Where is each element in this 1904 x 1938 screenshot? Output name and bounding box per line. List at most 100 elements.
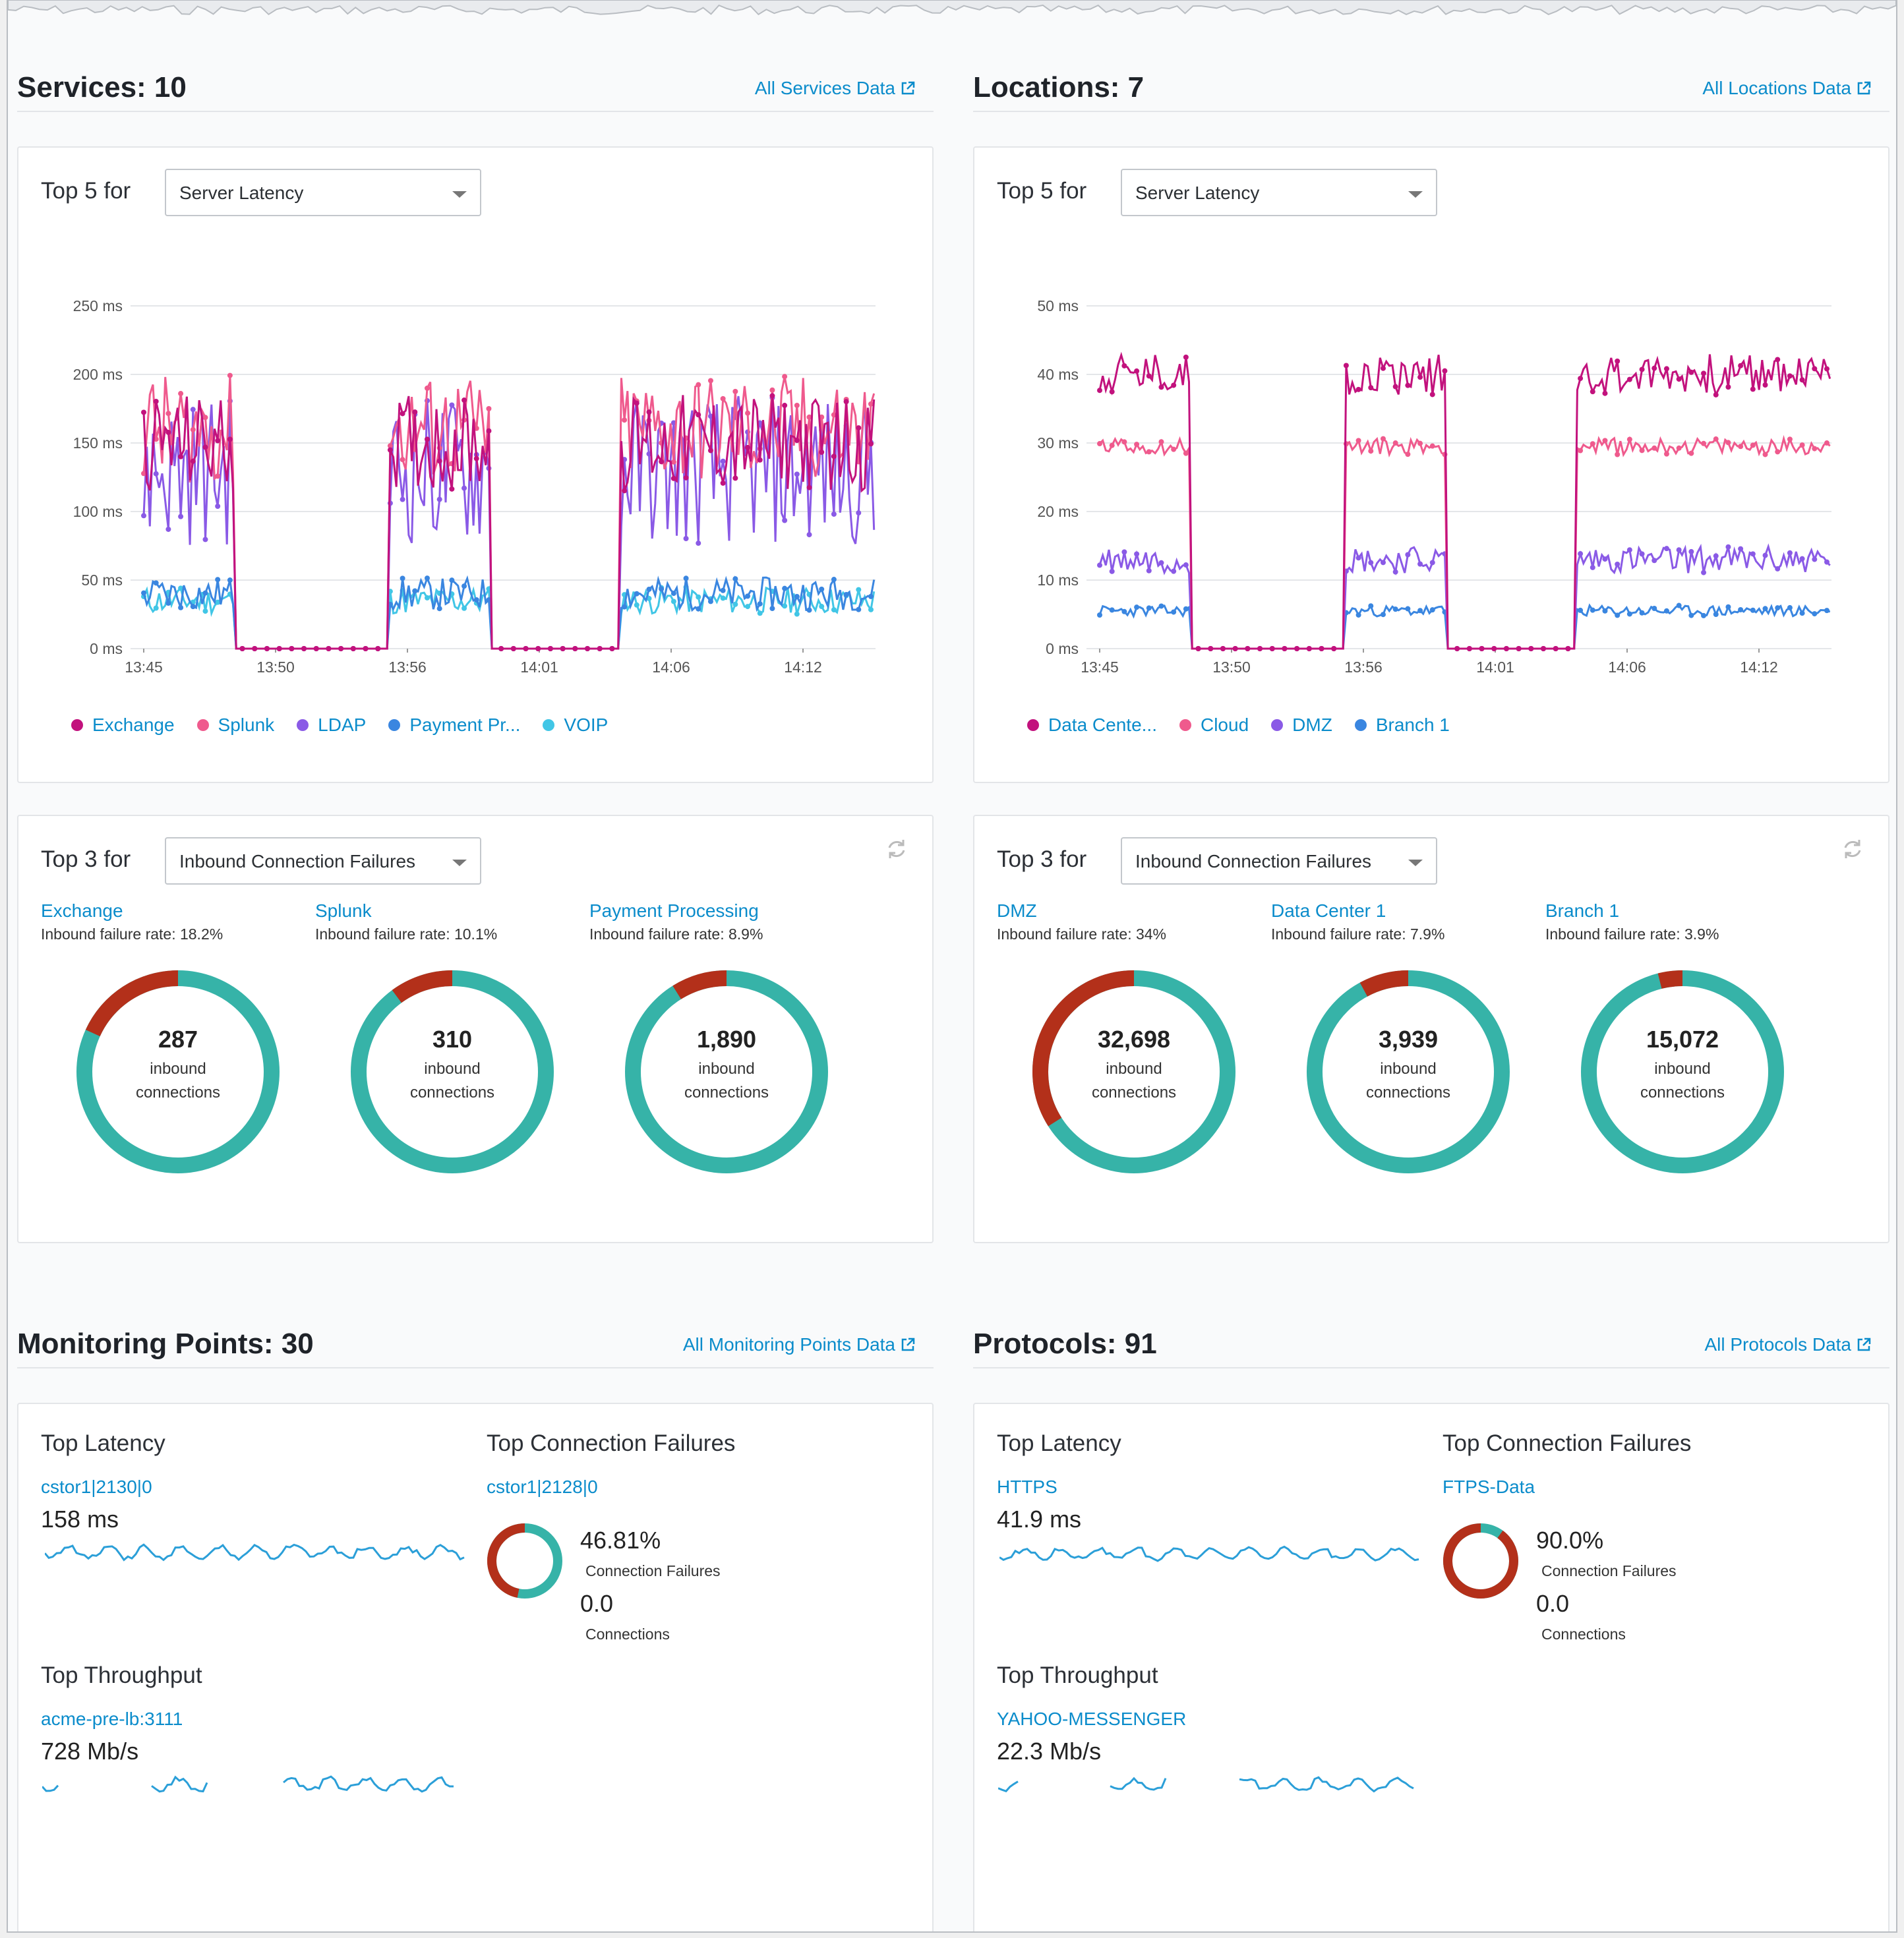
donut-label-2: connections (1640, 1084, 1725, 1101)
data-point (1121, 363, 1127, 368)
all-locations-data-link[interactable]: All Locations Data (1702, 78, 1871, 99)
data-point (1750, 442, 1756, 448)
protocols-header: Protocols: 91 All Protocols Data (973, 1322, 1889, 1368)
legend-label: LDAP (318, 715, 367, 735)
data-point (276, 646, 282, 651)
y-tick-label: 40 ms (1037, 366, 1079, 383)
data-point (1355, 612, 1361, 618)
data-point (153, 605, 159, 611)
external-link-icon (901, 81, 915, 95)
data-point (178, 391, 184, 397)
data-point (831, 511, 837, 517)
data-point (1762, 452, 1768, 457)
legend-item[interactable]: Branch 1 (1354, 715, 1450, 736)
data-point (363, 646, 369, 651)
data-point (720, 595, 726, 601)
top3-stat: Exchange Inbound failure rate: 18.2% 287… (41, 900, 305, 1204)
stat-name-link[interactable]: Exchange (41, 900, 123, 921)
refresh-icon[interactable] (1839, 836, 1866, 862)
data-point (1738, 444, 1744, 450)
data-point (1368, 448, 1374, 454)
data-point (1183, 354, 1189, 360)
legend-item[interactable]: Data Cente... (1027, 715, 1157, 736)
stat-name-link[interactable]: Payment Processing (589, 900, 759, 921)
data-point (1257, 646, 1263, 651)
data-point (227, 436, 233, 442)
data-point (1392, 440, 1398, 446)
data-point (782, 603, 788, 609)
data-point (1183, 562, 1189, 568)
data-point (1775, 357, 1781, 363)
data-point (190, 426, 196, 432)
data-point (1676, 445, 1682, 451)
legend-item[interactable]: Payment Pr... (388, 715, 520, 736)
legend-item[interactable]: Cloud (1179, 715, 1249, 736)
data-point (1578, 448, 1584, 454)
all-services-data-link[interactable]: All Services Data (755, 78, 915, 99)
data-point (1380, 612, 1386, 618)
legend-item[interactable]: Exchange (71, 715, 175, 736)
external-link-icon (901, 1337, 915, 1351)
data-point (868, 441, 874, 447)
locations-metric-select[interactable]: Server Latency (1121, 169, 1437, 216)
data-point (757, 610, 763, 616)
legend-item[interactable]: DMZ (1271, 715, 1332, 736)
monitoring-throughput-name[interactable]: acme-pre-lb:3111 (41, 1709, 183, 1729)
data-point (1701, 612, 1707, 618)
legend-item[interactable]: Splunk (196, 715, 274, 736)
locations-failures-select[interactable]: Inbound Connection Failures (1121, 837, 1437, 885)
services-latency-chart: 0 ms 50 ms 100 ms 150 ms 200 ms 250 ms 13:45 13… (73, 297, 876, 676)
stat-name-link[interactable]: DMZ (997, 900, 1037, 921)
protocols-throughput-sparkline (998, 1776, 1414, 1793)
data-point (1812, 556, 1818, 562)
data-point (1626, 436, 1632, 442)
data-point (1762, 606, 1768, 612)
monitoring-connections-value: 0.0 (580, 1590, 614, 1617)
monitoring-failures-name[interactable]: cstor1|2128|0 (487, 1477, 598, 1497)
stat-name-link[interactable]: Data Center 1 (1271, 900, 1386, 921)
data-point (634, 400, 640, 406)
stat-name-link[interactable]: Splunk (315, 900, 372, 921)
data-point (1799, 556, 1805, 562)
monitoring-latency-name[interactable]: cstor1|2130|0 (41, 1477, 152, 1497)
data-point (1615, 561, 1621, 567)
data-point (659, 586, 665, 592)
data-point (461, 583, 467, 589)
data-point (696, 594, 701, 600)
donut-label-1: inbound (1106, 1060, 1162, 1078)
legend-item[interactable]: LDAP (297, 715, 366, 736)
data-point (1516, 646, 1522, 651)
x-tick-label: 14:06 (652, 659, 690, 676)
data-point (572, 646, 578, 651)
chevron-down-icon (1408, 191, 1423, 198)
data-point (1405, 606, 1411, 612)
data-point (1738, 606, 1744, 612)
protocols-failures-name[interactable]: FTPS-Data (1443, 1477, 1535, 1497)
stat-name-link[interactable]: Branch 1 (1545, 900, 1620, 921)
refresh-icon[interactable] (883, 836, 910, 862)
all-monitoring-points-data-link[interactable]: All Monitoring Points Data (683, 1334, 915, 1355)
data-point (1651, 558, 1657, 564)
connections-donut: 3,939 inbound connections (1303, 966, 1514, 1177)
data-point (264, 646, 270, 651)
data-point (794, 611, 800, 617)
donut-fail-arc (1657, 970, 1683, 989)
data-point (1651, 606, 1657, 612)
stat-failure-rate: Inbound failure rate: 8.9% (589, 925, 763, 943)
services-failures-select[interactable]: Inbound Connection Failures (165, 837, 481, 885)
services-top3-card: Top 3 for Inbound Connection Failures Ex… (17, 815, 934, 1243)
donut-label-1: inbound (424, 1060, 481, 1078)
protocols-throughput-name[interactable]: YAHOO-MESSENGER (997, 1709, 1187, 1729)
all-protocols-data-link[interactable]: All Protocols Data (1704, 1334, 1871, 1355)
legend-item[interactable]: VOIP (543, 715, 608, 736)
series-line (1098, 351, 1831, 650)
y-tick-label: 50 ms (81, 572, 123, 589)
services-metric-select[interactable]: Server Latency (165, 169, 481, 216)
legend-label: Exchange (92, 715, 175, 735)
data-point (856, 606, 862, 612)
data-point (141, 471, 146, 477)
data-point (1639, 367, 1645, 372)
protocols-latency-name[interactable]: HTTPS (997, 1477, 1057, 1497)
data-point (683, 575, 689, 581)
data-point (215, 473, 221, 479)
